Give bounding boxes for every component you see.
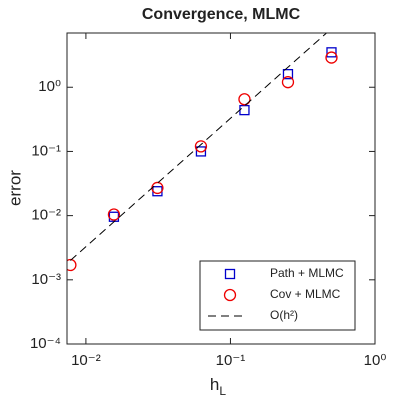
plot-area <box>67 33 338 272</box>
y-tick-label: 10⁻³ <box>31 271 61 288</box>
y-axis-label: error <box>5 170 24 206</box>
square-marker <box>326 47 337 58</box>
y-tick-label: 10⁻⁴ <box>30 335 61 352</box>
x-tick-label: 10⁰ <box>364 352 387 369</box>
square-marker <box>195 146 207 157</box>
circle-marker <box>281 76 295 89</box>
y-tick-label: 10⁻² <box>31 207 61 224</box>
chart-title: Convergence, MLMC <box>142 6 301 23</box>
x-tick-label: 10⁻² <box>71 352 101 369</box>
plot-frame <box>66 32 376 345</box>
circle-marker <box>238 93 251 106</box>
square-marker <box>282 68 294 80</box>
y-tick-label: 10⁰ <box>38 78 61 95</box>
reference-line <box>70 33 328 261</box>
x-axis-label-sub: L <box>219 384 226 398</box>
circle-marker <box>223 288 237 302</box>
square-marker <box>224 268 236 280</box>
circle-marker <box>194 140 208 153</box>
legend-label: Cov + MLMC <box>270 287 341 301</box>
legend-label: O(h²) <box>270 308 298 322</box>
circle-marker <box>325 51 338 64</box>
circle-marker <box>67 258 77 272</box>
x-tick-label: 10⁻¹ <box>216 352 246 369</box>
circle-marker <box>107 208 121 221</box>
y-tick-label: 10⁻¹ <box>31 142 61 159</box>
legend-label: Path + MLMC <box>270 266 344 280</box>
x-axis-label: hL <box>210 375 226 398</box>
x-axis-label-base: h <box>210 375 219 394</box>
